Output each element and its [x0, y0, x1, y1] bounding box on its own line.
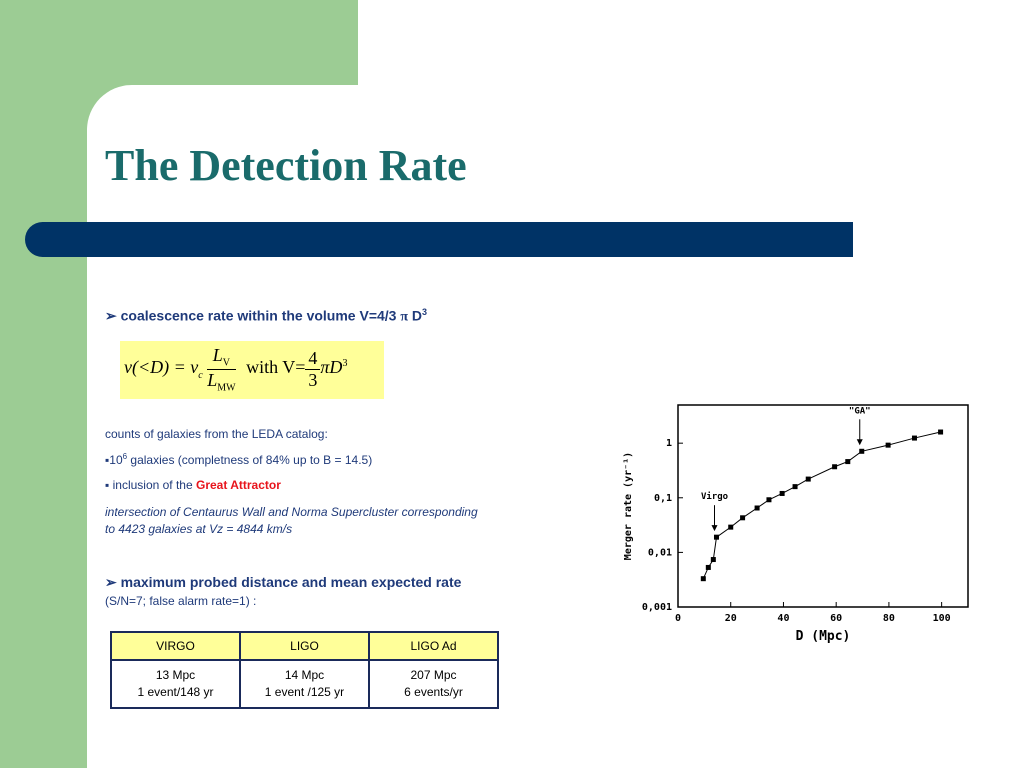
point — [845, 459, 851, 465]
point — [805, 476, 811, 482]
cell: 13 Mpc 1 event/148 yr — [110, 659, 241, 709]
bullet-arrow: ➢ — [105, 307, 121, 324]
cell-line: 6 events/yr — [404, 685, 463, 699]
rest: πD — [320, 357, 343, 378]
with: with V= — [246, 357, 306, 378]
point — [710, 557, 716, 563]
pi: π — [400, 309, 409, 325]
annotation: "GA" — [849, 406, 871, 416]
base: 10 — [109, 453, 123, 467]
point — [911, 435, 917, 441]
den-sub: MW — [217, 382, 236, 394]
highlight: Great Attractor — [195, 478, 281, 492]
navy-bar — [25, 222, 853, 257]
x-tick-label: 100 — [933, 613, 951, 624]
y-tick-label: 0,1 — [654, 493, 672, 504]
x-tick-label: 60 — [830, 613, 842, 624]
header-row: VIRGO LIGO LIGO Ad — [110, 631, 499, 661]
formula: ν(<D) = νc LV LMW with V= 4 3 πD3 — [120, 341, 384, 399]
row: 13 Mpc 1 event/148 yr 14 Mpc 1 event /125 y… — [110, 659, 499, 709]
header-cell: LIGO — [239, 631, 370, 661]
point — [754, 505, 760, 511]
point — [885, 442, 891, 448]
note: intersection of Centaurus Wall and Norma… — [105, 504, 478, 538]
point — [713, 534, 719, 540]
point — [700, 576, 706, 582]
sup: 3 — [422, 307, 428, 317]
y-tick-label: 0,01 — [648, 547, 672, 558]
text: maximum probed distance and mean expecte… — [120, 574, 462, 590]
point-1: ➢ coalescence rate within the volume V=4… — [105, 307, 427, 326]
point — [779, 490, 785, 496]
point — [792, 484, 798, 490]
plot-frame — [677, 404, 969, 608]
den: L — [207, 369, 218, 390]
x-axis-label: D (Mpc) — [796, 629, 851, 644]
text: D — [408, 307, 423, 324]
series-line — [702, 431, 941, 579]
frac-den: 3 — [308, 369, 318, 390]
sup: 6 — [122, 452, 128, 461]
cell-line: 1 event /125 yr — [264, 685, 345, 699]
frac-num: 4 — [305, 348, 321, 370]
y-tick-label: 0,001 — [642, 602, 672, 613]
x-tick-label: 80 — [883, 613, 895, 624]
point-2: ➢ maximum probed distance and mean expec… — [105, 574, 461, 591]
text: inclusion of the — [109, 478, 196, 492]
arrow-head — [856, 439, 863, 446]
cell-line: 1 event/148 yr — [137, 685, 214, 699]
rest-sup: 3 — [342, 358, 348, 370]
bullet-2: ▪ inclusion of the Great Attractor — [105, 478, 281, 492]
table: VIRGO LIGO LIGO Ad 13 Mpc 1 event/148 yr 14 M… — [110, 631, 499, 709]
point-2-sub: (S/N=7; false alarm rate=1) : — [105, 594, 257, 608]
num: L — [212, 345, 223, 365]
point — [705, 564, 711, 570]
x-tick-label: 20 — [725, 613, 737, 624]
lhs: ν(<D) = ν — [124, 357, 199, 378]
bullet: ▪ — [105, 478, 110, 492]
annotation: Virgo — [701, 491, 728, 502]
note-line: to 4423 galaxies at Vz = 4844 km/s — [105, 522, 293, 536]
y-axis-label: Merger rate (yr⁻¹) — [623, 452, 634, 560]
slide-title: The Detection Rate — [105, 141, 467, 190]
header-cell: LIGO Ad — [368, 631, 499, 661]
cell-line: 14 Mpc — [284, 668, 325, 682]
y-tick-label: 1 — [666, 438, 672, 449]
point — [832, 464, 838, 470]
text: coalescence rate within the volume V=4/3 — [120, 307, 401, 324]
cell-line: 13 Mpc — [155, 668, 196, 682]
x-tick-label: 0 — [675, 613, 681, 624]
arrow-head — [711, 525, 718, 532]
text: galaxies (completness of 84% up to B = 1… — [127, 453, 373, 467]
bullet: ▪ — [105, 453, 110, 467]
point — [740, 515, 746, 521]
counts: counts of galaxies from the LEDA catalog… — [105, 427, 328, 441]
header-cell: VIRGO — [110, 631, 241, 661]
note-line: intersection of Centaurus Wall and Norma… — [105, 505, 478, 519]
fraction: LV LMW — [207, 345, 236, 394]
point — [766, 497, 772, 503]
cell: 207 Mpc 6 events/yr — [368, 659, 499, 709]
x-tick-label: 40 — [777, 613, 789, 624]
bullet-1: ▪106 galaxies (completness of 84% up to … — [105, 452, 372, 467]
chart: 0 20 40 60 80 100 0,001 0,01 0,1 1 D (Mpc) Merger r… — [623, 404, 969, 644]
point — [938, 429, 944, 435]
formula-body: ν(<D) = νc LV LMW with V= 4 3 πD3 — [124, 345, 347, 393]
lhs-sub: c — [198, 369, 203, 381]
bullet-arrow: ➢ — [105, 574, 121, 590]
cell-line: 207 Mpc — [410, 668, 457, 682]
num-sub: V — [222, 357, 231, 369]
point — [728, 524, 734, 530]
point — [859, 448, 865, 454]
cell: 14 Mpc 1 event /125 yr — [239, 659, 370, 709]
